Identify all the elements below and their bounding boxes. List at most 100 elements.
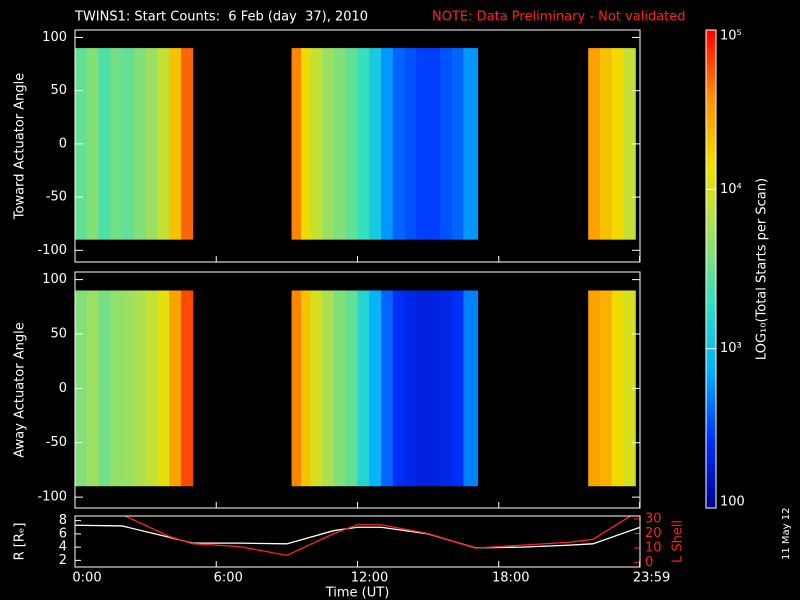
y-tick-label: 4 (59, 540, 67, 555)
heatmap-cell (122, 290, 135, 487)
y-tick-label: -50 (46, 435, 67, 450)
heatmap-cell (611, 290, 625, 487)
colorbar-tick-label: 10⁴ (720, 182, 742, 197)
heatmap-cell (145, 48, 158, 240)
chart-title: TWINS1: Start Counts: 6 Feb (day 37), 20… (74, 10, 368, 25)
heatmap-cell (404, 290, 417, 487)
heatmap-cell (357, 48, 370, 240)
line-series (123, 516, 632, 557)
y-tick-label: -100 (37, 490, 67, 505)
heatmap-cell (345, 48, 358, 240)
heatmap-cell (86, 290, 100, 487)
heatmap-cell (157, 48, 170, 240)
heatmap-cell (611, 48, 625, 240)
heatmap-cell (133, 290, 147, 487)
colorbar (705, 29, 717, 509)
heatmap-cell (623, 290, 636, 487)
heatmap-cell (439, 48, 453, 240)
heatmap-cell (133, 48, 147, 240)
line-series (75, 524, 640, 549)
heatmap-cell (180, 290, 194, 487)
heatmap-cell (110, 48, 123, 240)
heatmap-cell (291, 48, 302, 240)
heatmap-cell (157, 290, 170, 487)
heatmap-cell (451, 48, 464, 240)
x-tick-label: 6:00 (214, 571, 243, 586)
heatmap-cell (392, 48, 406, 240)
heatmap-cell (392, 290, 406, 487)
heatmap-cell (463, 48, 479, 240)
heatmap-cell (98, 290, 111, 487)
heatmap-cell (333, 48, 347, 240)
x-tick-label: 0:00 (72, 571, 101, 586)
date-stamp: 11 May 12 (781, 508, 792, 560)
y-tick-label: 100 (42, 272, 67, 287)
heatmap-cell (291, 290, 302, 487)
heatmap-cell (588, 290, 601, 487)
colorbar-tick-label: 100 (720, 495, 745, 510)
colorbar-tick-label: 10³ (720, 341, 742, 356)
y2-tick-label: 30 (645, 511, 662, 526)
heatmap-cell (416, 48, 429, 240)
heatmap-cell (345, 290, 358, 487)
heatmap-cell (381, 48, 394, 240)
y2-tick-label: 0 (645, 555, 653, 570)
y-tick-label: -50 (46, 190, 67, 205)
plot-frame (74, 271, 641, 509)
y2-axis-title: L Shell (671, 520, 686, 563)
y-tick-label: 0 (59, 136, 67, 151)
heatmap-cell (404, 48, 417, 240)
y-tick-label: 0 (59, 381, 67, 396)
heatmap-cell (599, 48, 613, 240)
heatmap-cell (588, 48, 601, 240)
heatmap-cell (416, 290, 429, 487)
y2-tick-label: 10 (645, 541, 662, 556)
heatmap-cell (428, 48, 441, 240)
colorbar-title: LOG₁₀(Total Starts per Scan) (755, 178, 770, 360)
note: NOTE: Data Preliminary - Not validated (432, 10, 686, 25)
heatmap-cell (86, 48, 100, 240)
y-axis-title: R [Rₑ] (13, 523, 28, 561)
y-tick-label: -100 (37, 243, 67, 258)
plot-frame (74, 515, 641, 568)
heatmap-cell (322, 48, 335, 240)
heatmap-cell (623, 48, 636, 240)
heatmap-cell (439, 290, 453, 487)
plot-frame (74, 29, 641, 263)
x-axis-title: Time (UT) (325, 586, 390, 600)
heatmap-cell (333, 290, 347, 487)
heatmap-cell (369, 290, 382, 487)
heatmap-cell (381, 290, 394, 487)
y2-tick-label: 20 (645, 526, 662, 541)
x-tick-label: 18:00 (492, 571, 529, 586)
y-tick-label: 2 (59, 553, 67, 568)
x-tick-label: 23:59 (633, 571, 670, 586)
heatmap-cell (357, 290, 370, 487)
y-tick-label: 6 (59, 526, 67, 541)
heatmap-cell (451, 290, 464, 487)
heatmap-cell (322, 290, 335, 487)
y-tick-label: 100 (42, 30, 67, 45)
heatmap-cell (428, 290, 441, 487)
heatmap-cell (301, 48, 311, 240)
heatmap-cell (122, 48, 135, 240)
heatmap-cell (145, 290, 158, 487)
colorbar-tick-label: 10⁵ (720, 29, 742, 44)
y-axis-title: Away Actuator Angle (13, 322, 28, 457)
heatmap-cell (98, 48, 111, 240)
heatmap-cell (310, 48, 323, 240)
y-tick-label: 50 (50, 326, 67, 341)
heatmap-cell (463, 290, 479, 487)
heatmap-cell (169, 48, 182, 240)
y-axis-title: Toward Actuator Angle (13, 73, 28, 220)
heatmap-cell (369, 48, 382, 240)
heatmap-cell (599, 290, 613, 487)
heatmap-cell (310, 290, 323, 487)
heatmap-cell (301, 290, 311, 487)
x-tick-label: 12:00 (351, 571, 388, 586)
heatmap-cell (180, 48, 194, 240)
y-tick-label: 50 (50, 83, 67, 98)
heatmap-cell (110, 290, 123, 487)
heatmap-cell (169, 290, 182, 487)
